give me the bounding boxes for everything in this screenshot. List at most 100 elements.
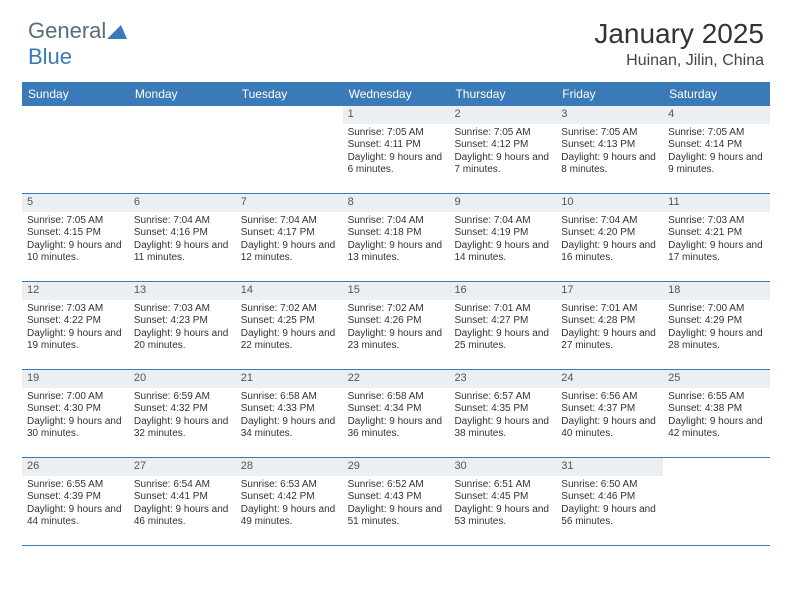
sunset-text: Sunset: 4:34 PM <box>348 403 445 416</box>
day-number: 2 <box>449 106 556 124</box>
day-number: 24 <box>556 370 663 388</box>
sunrise-text: Sunrise: 7:05 AM <box>561 127 658 140</box>
day-cell: 28Sunrise: 6:53 AMSunset: 4:42 PMDayligh… <box>236 458 343 545</box>
sunset-text: Sunset: 4:39 PM <box>27 491 124 504</box>
sunrise-text: Sunrise: 7:03 AM <box>27 303 124 316</box>
daylight-text: Daylight: 9 hours and 56 minutes. <box>561 504 658 529</box>
day-info: Sunrise: 7:05 AMSunset: 4:13 PMDaylight:… <box>556 124 663 182</box>
sunset-text: Sunset: 4:46 PM <box>561 491 658 504</box>
dayhead-thu: Thursday <box>449 84 556 106</box>
day-info: Sunrise: 7:04 AMSunset: 4:19 PMDaylight:… <box>449 212 556 270</box>
day-cell: 1Sunrise: 7:05 AMSunset: 4:11 PMDaylight… <box>343 106 450 193</box>
day-number: 29 <box>343 458 450 476</box>
day-cell <box>663 458 770 545</box>
sunrise-text: Sunrise: 7:03 AM <box>668 215 765 228</box>
day-cell: 2Sunrise: 7:05 AMSunset: 4:12 PMDaylight… <box>449 106 556 193</box>
daylight-text: Daylight: 9 hours and 7 minutes. <box>454 152 551 177</box>
daylight-text: Daylight: 9 hours and 23 minutes. <box>348 328 445 353</box>
day-info: Sunrise: 6:57 AMSunset: 4:35 PMDaylight:… <box>449 388 556 446</box>
day-cell: 6Sunrise: 7:04 AMSunset: 4:16 PMDaylight… <box>129 194 236 281</box>
day-number: 12 <box>22 282 129 300</box>
day-cell: 4Sunrise: 7:05 AMSunset: 4:14 PMDaylight… <box>663 106 770 193</box>
dayhead-fri: Friday <box>556 84 663 106</box>
day-info: Sunrise: 7:05 AMSunset: 4:12 PMDaylight:… <box>449 124 556 182</box>
day-cell <box>22 106 129 193</box>
sunrise-text: Sunrise: 7:00 AM <box>668 303 765 316</box>
day-header-row: Sunday Monday Tuesday Wednesday Thursday… <box>22 84 770 106</box>
day-info: Sunrise: 6:58 AMSunset: 4:34 PMDaylight:… <box>343 388 450 446</box>
sunrise-text: Sunrise: 6:58 AM <box>348 391 445 404</box>
daylight-text: Daylight: 9 hours and 30 minutes. <box>27 416 124 441</box>
day-cell: 13Sunrise: 7:03 AMSunset: 4:23 PMDayligh… <box>129 282 236 369</box>
sunset-text: Sunset: 4:30 PM <box>27 403 124 416</box>
day-info: Sunrise: 6:54 AMSunset: 4:41 PMDaylight:… <box>129 476 236 534</box>
day-cell: 17Sunrise: 7:01 AMSunset: 4:28 PMDayligh… <box>556 282 663 369</box>
day-number: 11 <box>663 194 770 212</box>
sunset-text: Sunset: 4:11 PM <box>348 139 445 152</box>
sunset-text: Sunset: 4:38 PM <box>668 403 765 416</box>
daylight-text: Daylight: 9 hours and 40 minutes. <box>561 416 658 441</box>
day-number: 31 <box>556 458 663 476</box>
daylight-text: Daylight: 9 hours and 6 minutes. <box>348 152 445 177</box>
day-info: Sunrise: 7:02 AMSunset: 4:26 PMDaylight:… <box>343 300 450 358</box>
day-number: 1 <box>343 106 450 124</box>
sunrise-text: Sunrise: 6:54 AM <box>134 479 231 492</box>
day-number: 14 <box>236 282 343 300</box>
dayhead-wed: Wednesday <box>343 84 450 106</box>
daylight-text: Daylight: 9 hours and 12 minutes. <box>241 240 338 265</box>
day-info: Sunrise: 6:55 AMSunset: 4:38 PMDaylight:… <box>663 388 770 446</box>
day-number: 18 <box>663 282 770 300</box>
day-info: Sunrise: 6:59 AMSunset: 4:32 PMDaylight:… <box>129 388 236 446</box>
sunset-text: Sunset: 4:21 PM <box>668 227 765 240</box>
sunrise-text: Sunrise: 6:59 AM <box>134 391 231 404</box>
day-info: Sunrise: 6:55 AMSunset: 4:39 PMDaylight:… <box>22 476 129 534</box>
daylight-text: Daylight: 9 hours and 13 minutes. <box>348 240 445 265</box>
sunrise-text: Sunrise: 7:05 AM <box>668 127 765 140</box>
day-number: 27 <box>129 458 236 476</box>
sunrise-text: Sunrise: 6:51 AM <box>454 479 551 492</box>
dayhead-sat: Saturday <box>663 84 770 106</box>
day-info: Sunrise: 7:05 AMSunset: 4:15 PMDaylight:… <box>22 212 129 270</box>
day-cell: 18Sunrise: 7:00 AMSunset: 4:29 PMDayligh… <box>663 282 770 369</box>
logo-part1: General <box>28 18 106 43</box>
daylight-text: Daylight: 9 hours and 16 minutes. <box>561 240 658 265</box>
sunrise-text: Sunrise: 6:53 AM <box>241 479 338 492</box>
day-info: Sunrise: 7:00 AMSunset: 4:29 PMDaylight:… <box>663 300 770 358</box>
daylight-text: Daylight: 9 hours and 27 minutes. <box>561 328 658 353</box>
day-info: Sunrise: 7:01 AMSunset: 4:27 PMDaylight:… <box>449 300 556 358</box>
day-cell: 20Sunrise: 6:59 AMSunset: 4:32 PMDayligh… <box>129 370 236 457</box>
week-row: 1Sunrise: 7:05 AMSunset: 4:11 PMDaylight… <box>22 106 770 194</box>
day-number: 15 <box>343 282 450 300</box>
day-cell: 8Sunrise: 7:04 AMSunset: 4:18 PMDaylight… <box>343 194 450 281</box>
daylight-text: Daylight: 9 hours and 51 minutes. <box>348 504 445 529</box>
day-info: Sunrise: 7:05 AMSunset: 4:14 PMDaylight:… <box>663 124 770 182</box>
day-cell <box>129 106 236 193</box>
sunset-text: Sunset: 4:28 PM <box>561 315 658 328</box>
day-number: 25 <box>663 370 770 388</box>
day-number: 16 <box>449 282 556 300</box>
dayhead-tue: Tuesday <box>236 84 343 106</box>
logo-triangle-icon <box>107 25 127 39</box>
sunrise-text: Sunrise: 7:04 AM <box>454 215 551 228</box>
sunset-text: Sunset: 4:37 PM <box>561 403 658 416</box>
day-cell: 15Sunrise: 7:02 AMSunset: 4:26 PMDayligh… <box>343 282 450 369</box>
day-cell: 25Sunrise: 6:55 AMSunset: 4:38 PMDayligh… <box>663 370 770 457</box>
daylight-text: Daylight: 9 hours and 11 minutes. <box>134 240 231 265</box>
sunset-text: Sunset: 4:35 PM <box>454 403 551 416</box>
day-number: 30 <box>449 458 556 476</box>
day-cell: 11Sunrise: 7:03 AMSunset: 4:21 PMDayligh… <box>663 194 770 281</box>
daylight-text: Daylight: 9 hours and 9 minutes. <box>668 152 765 177</box>
daylight-text: Daylight: 9 hours and 20 minutes. <box>134 328 231 353</box>
day-cell: 16Sunrise: 7:01 AMSunset: 4:27 PMDayligh… <box>449 282 556 369</box>
sunset-text: Sunset: 4:29 PM <box>668 315 765 328</box>
day-info: Sunrise: 7:05 AMSunset: 4:11 PMDaylight:… <box>343 124 450 182</box>
sunset-text: Sunset: 4:43 PM <box>348 491 445 504</box>
day-info: Sunrise: 7:03 AMSunset: 4:21 PMDaylight:… <box>663 212 770 270</box>
week-row: 12Sunrise: 7:03 AMSunset: 4:22 PMDayligh… <box>22 282 770 370</box>
sunrise-text: Sunrise: 6:52 AM <box>348 479 445 492</box>
daylight-text: Daylight: 9 hours and 46 minutes. <box>134 504 231 529</box>
day-cell <box>236 106 343 193</box>
daylight-text: Daylight: 9 hours and 53 minutes. <box>454 504 551 529</box>
day-cell: 22Sunrise: 6:58 AMSunset: 4:34 PMDayligh… <box>343 370 450 457</box>
day-number: 3 <box>556 106 663 124</box>
